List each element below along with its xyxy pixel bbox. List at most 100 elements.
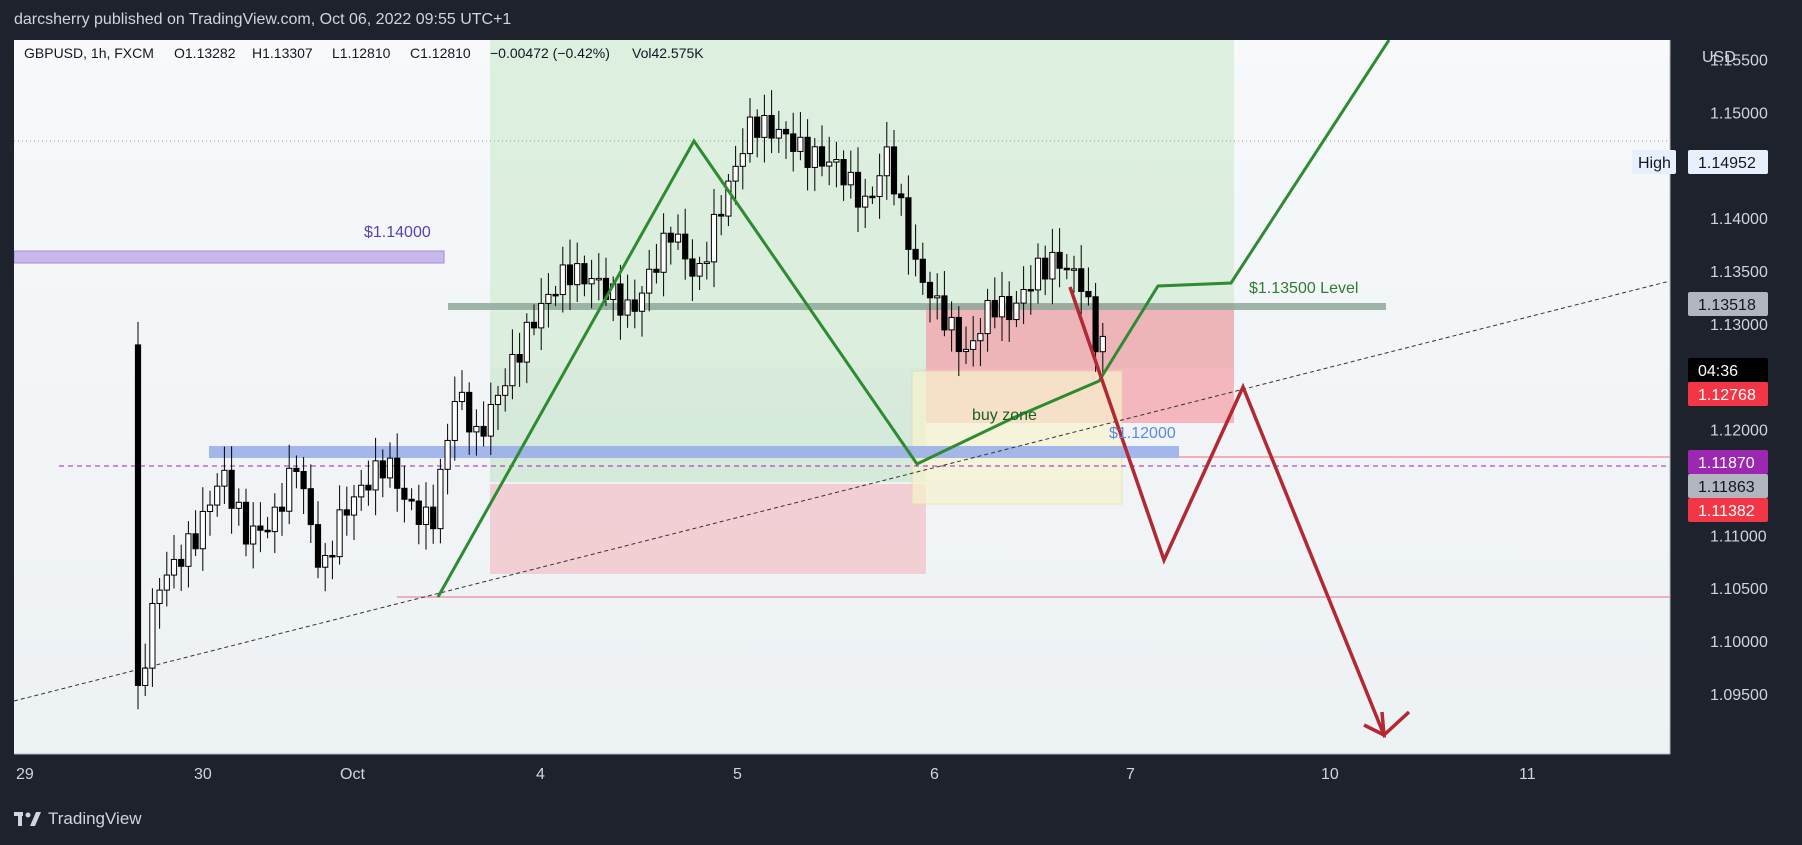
candle	[365, 460, 372, 506]
candle	[646, 249, 653, 312]
svg-text:1.11870: 1.11870	[1698, 455, 1755, 472]
candle	[710, 189, 718, 288]
candle	[530, 304, 538, 336]
candle	[336, 485, 343, 565]
candle	[862, 178, 869, 229]
x-tick-label: 7	[1126, 766, 1135, 783]
price-labels: High 1.14952 1.13518 04:36 1.12768 1.11870 1.1…	[1632, 150, 1768, 522]
candle	[516, 332, 523, 387]
candle	[502, 368, 509, 412]
candle	[372, 437, 379, 516]
price-label: 04:36	[1688, 358, 1768, 382]
footer-bar: TradingView	[0, 793, 1802, 845]
candle	[631, 279, 638, 329]
svg-text:High: High	[1638, 155, 1671, 172]
candle	[581, 255, 588, 297]
candle	[1063, 253, 1070, 280]
candle	[703, 241, 710, 280]
candle	[574, 242, 581, 302]
candle	[991, 277, 998, 329]
x-tick-label: 4	[536, 766, 545, 783]
candle	[1056, 228, 1063, 288]
svg-text:1.11863: 1.11863	[1698, 479, 1755, 496]
level-1140-band	[14, 250, 445, 264]
candle	[919, 242, 926, 295]
candle	[170, 535, 178, 589]
candle	[653, 243, 660, 284]
candle	[689, 239, 696, 302]
candle	[185, 521, 192, 588]
candle	[905, 175, 912, 275]
y-tick-label: 1.13500	[1710, 264, 1768, 281]
candle	[163, 551, 170, 607]
price-chart[interactable]: $1.14000 $1.13500 Level $1.12000 buy zone 2…	[14, 40, 1788, 793]
candle	[898, 183, 905, 216]
candle	[379, 449, 386, 498]
candle	[638, 286, 646, 337]
chart-area[interactable]: $1.14000 $1.13500 Level $1.12000 buy zone 2…	[14, 40, 1788, 793]
candle	[962, 326, 970, 365]
legend-volume: Vol42.575K	[632, 45, 704, 61]
candle	[329, 540, 336, 580]
price-label: High 1.14952	[1632, 150, 1768, 174]
candle	[660, 213, 667, 297]
candle	[718, 195, 725, 236]
candle	[746, 98, 754, 163]
candle	[451, 376, 458, 461]
candle	[682, 208, 689, 280]
svg-text:1.12768: 1.12768	[1698, 387, 1756, 404]
svg-text:04:36: 04:36	[1698, 363, 1738, 380]
candle	[156, 577, 163, 629]
candle	[307, 464, 314, 544]
y-axis-unit: USD	[1702, 49, 1736, 66]
y-tick-label: 1.15000	[1710, 105, 1768, 122]
candle	[782, 121, 790, 159]
candle	[386, 442, 394, 488]
candle	[890, 129, 898, 206]
candle	[883, 121, 890, 200]
legend-symbol: GBPUSD, 1h, FXCM	[24, 45, 154, 61]
candle	[408, 488, 415, 511]
candle	[322, 543, 329, 592]
candle	[1042, 245, 1049, 296]
candle	[480, 401, 487, 447]
candle	[869, 186, 876, 205]
chart-text-layer: $1.14000 $1.13500 Level $1.12000 buy zone	[364, 224, 1358, 442]
svg-text:1.11382: 1.11382	[1698, 503, 1755, 520]
candle	[178, 544, 185, 592]
candle	[804, 119, 811, 191]
candle	[1027, 265, 1034, 315]
y-tick-label: 1.13000	[1710, 317, 1768, 334]
candle	[300, 457, 307, 515]
y-tick-label: 1.11000	[1710, 528, 1767, 545]
candle	[566, 239, 574, 311]
candle	[1049, 228, 1056, 305]
candle	[1078, 245, 1085, 315]
candle	[278, 483, 286, 536]
candle	[941, 271, 948, 337]
candle	[667, 226, 674, 265]
candle	[926, 271, 934, 323]
level-1135-label: $1.13500 Level	[1249, 280, 1358, 297]
candle	[977, 317, 984, 367]
price-label: 1.13518	[1688, 292, 1768, 316]
bullish-projection-path	[436, 40, 1391, 598]
candle	[826, 136, 833, 186]
x-tick-label: 10	[1321, 766, 1339, 783]
candle	[394, 433, 401, 512]
tradingview-brand[interactable]: TradingView	[14, 809, 142, 829]
x-tick-label: 11	[1519, 766, 1536, 783]
candle	[998, 271, 1006, 341]
candle	[1099, 322, 1106, 377]
x-tick-label: 30	[194, 766, 212, 783]
x-axis-area	[14, 754, 1788, 793]
candle	[538, 278, 545, 351]
candle	[559, 246, 566, 313]
candle	[235, 488, 242, 526]
price-label: 1.12768	[1688, 382, 1768, 406]
brand-label: TradingView	[48, 809, 142, 828]
candle	[350, 484, 358, 540]
candle	[818, 125, 826, 177]
legend-change: −0.00472 (−0.42%)	[490, 45, 610, 61]
candle	[1006, 281, 1013, 342]
